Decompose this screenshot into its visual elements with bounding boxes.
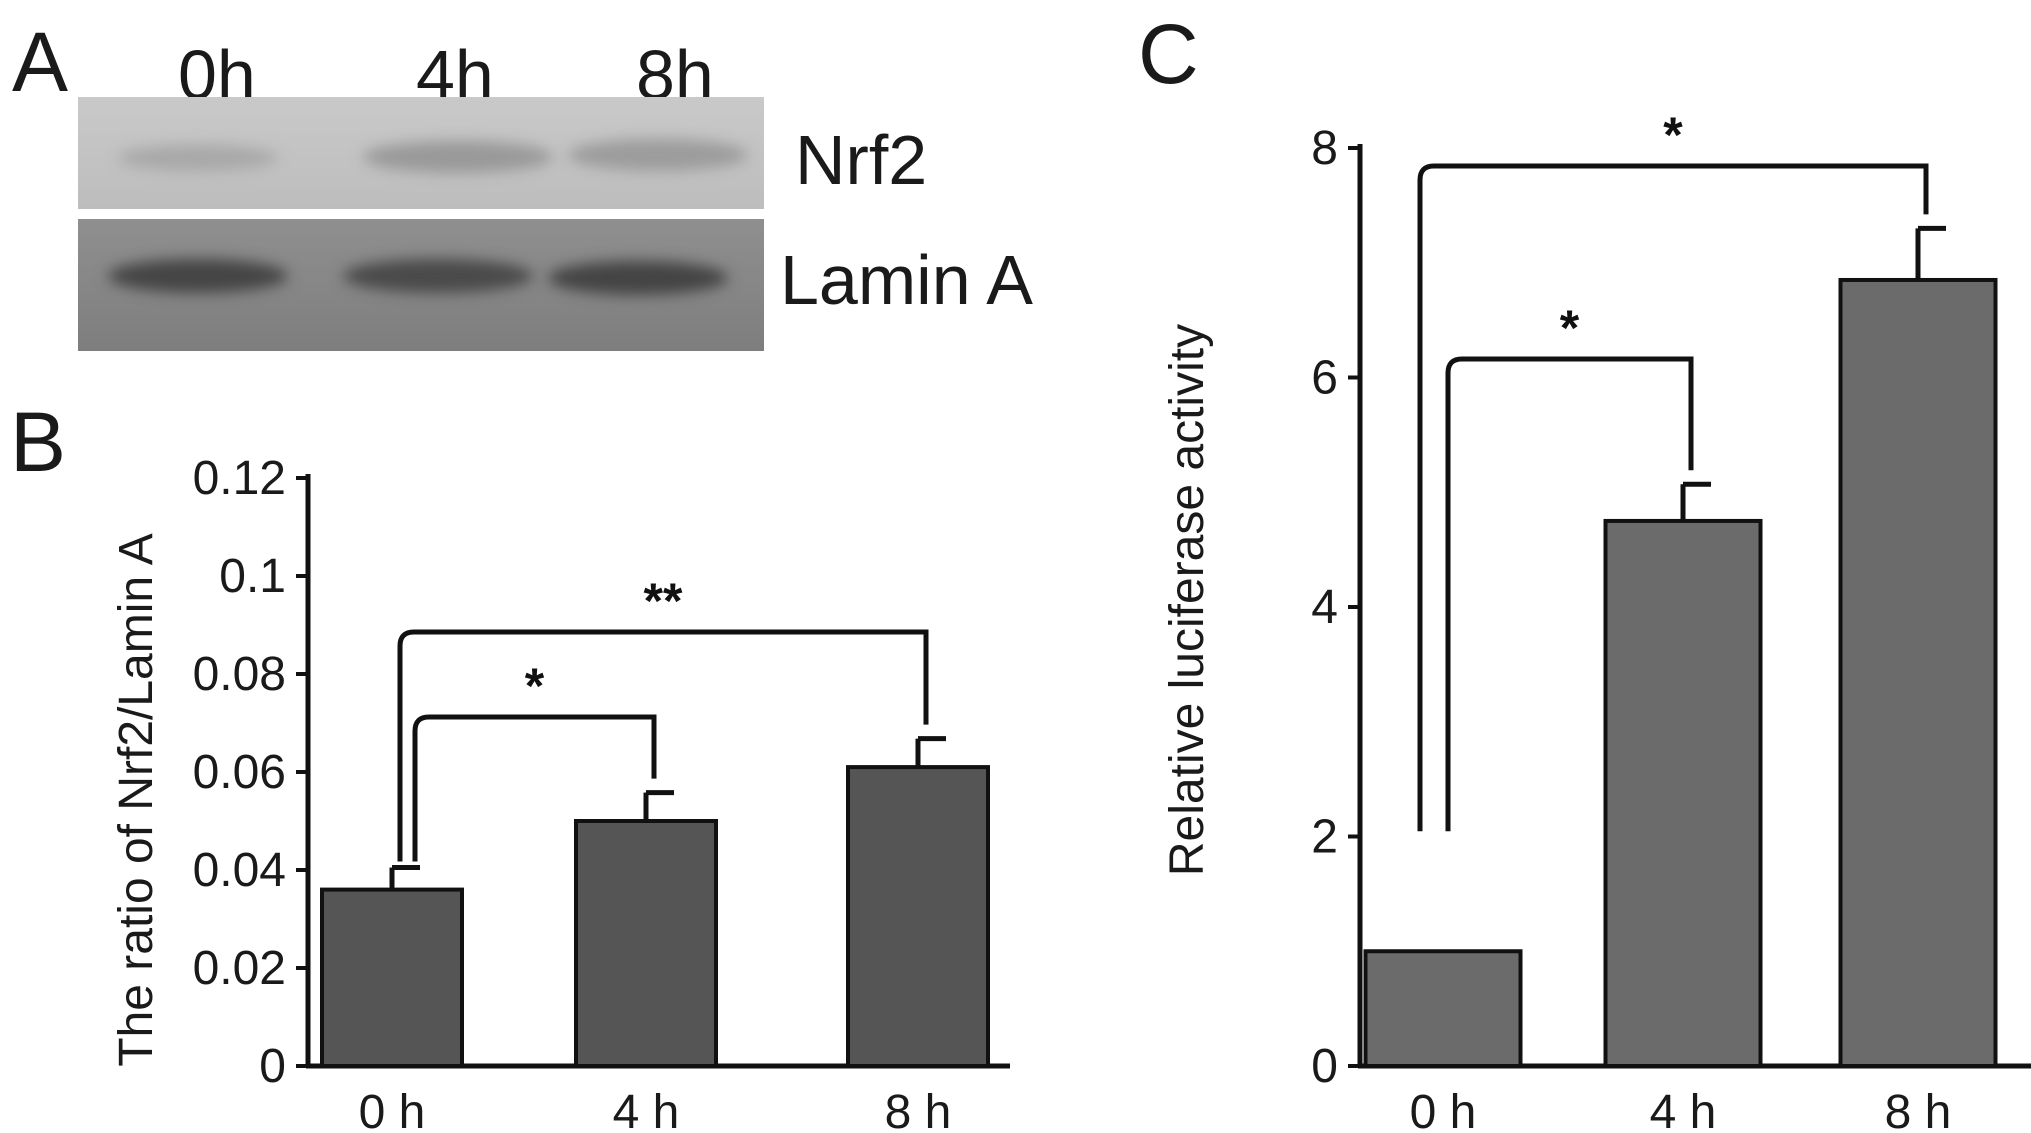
panel-label-c: C: [1138, 7, 1199, 101]
chart-c-category-label: 4 h: [1650, 1086, 1717, 1133]
band-lamin-0h: [108, 259, 288, 293]
chart-b-ytick-label: 0.12: [193, 452, 286, 505]
blot-label-lamin-a: Lamin A: [780, 241, 1033, 319]
chart-c-bar: [1363, 949, 1523, 1068]
chart-c-ytick-label: 6: [1311, 352, 1338, 405]
chart-b-ytick-label: 0.02: [193, 942, 286, 995]
chart-b-ytick-label: 0.08: [193, 648, 286, 701]
chart-b-ytick-label: 0.04: [193, 844, 286, 897]
chart-b-bar: [320, 887, 464, 1068]
panel-label-a: A: [12, 15, 69, 109]
chart-b-significance-label: **: [644, 573, 683, 629]
chart-b-category-label: 8 h: [885, 1086, 952, 1133]
chart-c-ytick-label: 4: [1311, 581, 1338, 634]
band-lamin-8h: [548, 261, 728, 295]
chart-c-y-axis-label: Relative luciferase activity: [1161, 324, 1214, 876]
chart-c-significance-bracket: [1445, 356, 1694, 832]
chart-b-significance-bracket: [397, 629, 929, 862]
band-nrf2-0h: [118, 145, 278, 171]
chart-c-ytick-label: 0: [1311, 1040, 1338, 1093]
chart-c-significance-label: *: [1560, 300, 1580, 356]
chart-b-category-label: 0 h: [359, 1086, 426, 1133]
band-nrf2-4h: [363, 141, 553, 173]
chart-b-ytick-label: 0: [259, 1040, 286, 1093]
blot-strip-lamin-a: [78, 219, 764, 351]
chart-b-significance-label: *: [525, 658, 545, 714]
chart-c-ytick-label: 2: [1311, 811, 1338, 864]
chart-c-significance-label: *: [1663, 107, 1683, 163]
panel-label-b: B: [10, 395, 67, 489]
chart-b-ytick-label: 0.1: [219, 550, 286, 603]
chart-c-category-label: 0 h: [1410, 1086, 1477, 1133]
band-lamin-4h: [343, 259, 533, 293]
chart-b-significance-bracket: [412, 714, 657, 862]
chart-c-ytick-label: 8: [1311, 122, 1338, 175]
blot-label-nrf2: Nrf2: [795, 121, 928, 199]
chart-c-category-label: 8 h: [1885, 1086, 1952, 1133]
chart-c-significance-bracket: [1417, 163, 1929, 832]
band-nrf2-8h: [568, 139, 748, 171]
chart-b-ytick-label: 0.06: [193, 746, 286, 799]
chart-c-bar: [1838, 277, 1998, 1068]
blot-strip-nrf2: [78, 97, 764, 209]
chart-b-y-axis-label: The ratio of Nrf2/Lamin A: [110, 533, 163, 1067]
chart-b-category-label: 4 h: [613, 1086, 680, 1133]
chart-b-bar: [846, 765, 990, 1068]
chart-b-bar: [574, 819, 718, 1068]
chart-c-bar: [1603, 518, 1763, 1068]
